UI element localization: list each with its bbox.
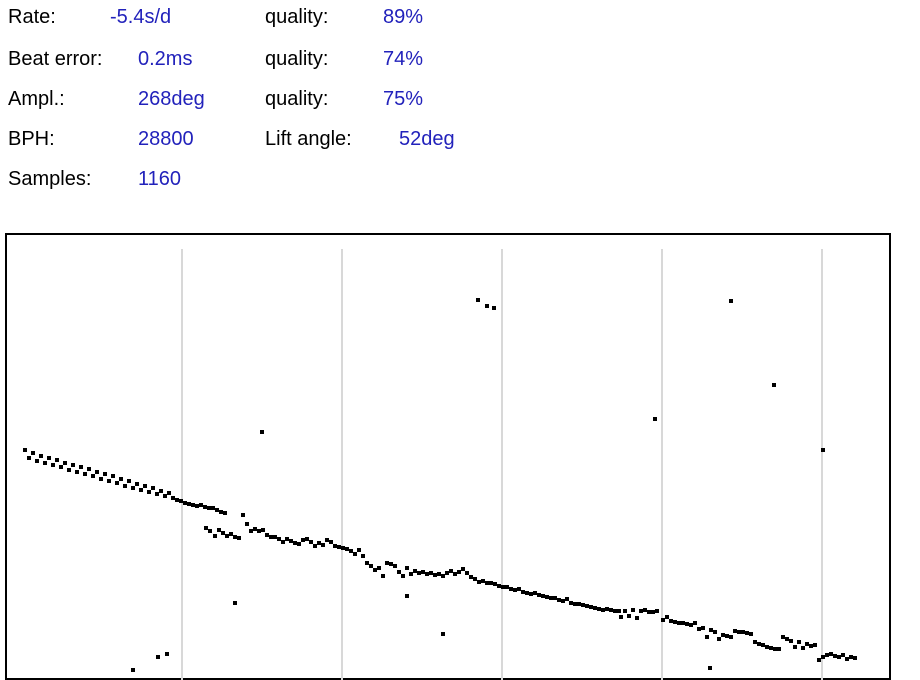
beat-error-quality-label: quality: <box>265 48 329 70</box>
samples-value: 1160 <box>138 168 182 190</box>
amplitude-value: 268deg <box>138 88 205 110</box>
lift-angle-value: 52deg <box>399 128 455 150</box>
beat-error-label: Beat error: <box>8 48 103 70</box>
amplitude-row: Ampl.: 268deg quality: 75% <box>0 86 920 112</box>
stats-panel: Rate: -5.4s/d quality: 89% Beat error: 0… <box>0 0 920 215</box>
rate-quality-value: 89% <box>383 6 424 28</box>
trace-chart-frame <box>5 233 891 680</box>
bph-value: 28800 <box>138 128 194 150</box>
amplitude-quality-label: quality: <box>265 88 329 110</box>
samples-label: Samples: <box>8 168 92 190</box>
beat-error-row: Beat error: 0.2ms quality: 74% <box>0 46 920 72</box>
bph-label: BPH: <box>8 128 55 150</box>
beat-error-quality-value: 74% <box>383 48 424 70</box>
amplitude-quality-value: 75% <box>383 88 424 110</box>
rate-label: Rate: <box>8 6 56 28</box>
amplitude-label: Ampl.: <box>8 88 65 110</box>
beat-error-value: 0.2ms <box>138 48 193 70</box>
bph-row: BPH: 28800 Lift angle: 52deg <box>0 126 920 152</box>
rate-value: -5.4s/d <box>110 6 172 28</box>
lift-angle-label: Lift angle: <box>265 128 352 150</box>
rate-quality-label: quality: <box>265 6 329 28</box>
rate-row: Rate: -5.4s/d quality: 89% <box>0 4 920 30</box>
samples-row: Samples: 1160 <box>0 166 920 192</box>
